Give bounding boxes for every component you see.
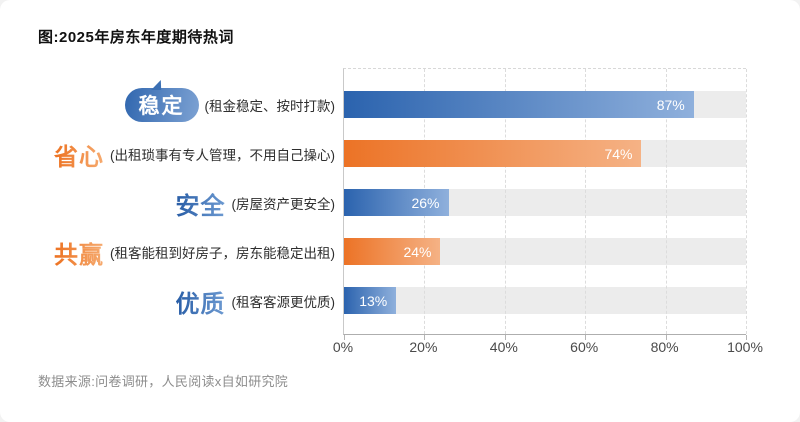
plot-area: 87% 74% 26% 24% 13% — [343, 68, 747, 340]
bar-value-label: 87% — [656, 96, 685, 113]
x-tick-label: 100% — [727, 339, 763, 355]
bar-row-youzhi: 13% — [344, 287, 746, 314]
bar-wending: 87% — [344, 91, 694, 118]
axis-tick-40 — [504, 335, 506, 340]
bar-track — [344, 287, 746, 314]
bar-value-label: 13% — [359, 292, 388, 309]
bar-value-label: 26% — [411, 194, 440, 211]
bar-row-anquan: 26% — [344, 189, 746, 216]
axis-tick-100 — [746, 335, 747, 340]
data-source-note: 数据来源:问卷调研，人民阅读x自如研究院 — [38, 374, 289, 389]
keyword-text: 稳定 — [138, 95, 185, 118]
bar-value-label: 74% — [604, 145, 633, 162]
bar-value-label: 24% — [403, 243, 432, 260]
bar-row-wending: 87% — [344, 91, 746, 118]
x-tick-label: 20% — [409, 339, 438, 355]
gridline-40 — [504, 69, 506, 334]
keyword-description: (租客能租到好房子，房东能稳定出租) — [110, 246, 335, 261]
bar-row-shengxin: 74% — [344, 140, 746, 167]
bar-anquan: 26% — [344, 189, 449, 216]
bar-youzhi: 13% — [344, 287, 397, 314]
category-label-wending: 稳定 (租金稳定、按时打款) — [38, 86, 335, 124]
gridline-60 — [585, 69, 587, 334]
chart-title: 图:2025年房东年度期待热词 — [38, 29, 234, 46]
keyword-description: (租金稳定、按时打款) — [204, 99, 336, 114]
gridline-100 — [746, 69, 747, 334]
axis-tick-20 — [424, 335, 426, 340]
keyword-text: 省心 — [54, 137, 104, 172]
category-label-gongying: 共赢 (租客能租到好房子，房东能稳定出租) — [38, 233, 335, 271]
x-tick-label: 80% — [650, 339, 679, 355]
keyword-description: (出租琐事有专人管理，不用自己操心) — [110, 148, 335, 163]
keyword-text: 安全 — [176, 186, 226, 221]
category-label-shengxin: 省心 (出租琐事有专人管理，不用自己操心) — [38, 135, 335, 173]
keyword-text: 优质 — [176, 284, 226, 319]
keyword-description: (租客客源更优质) — [231, 295, 336, 310]
bar-row-gongying: 24% — [344, 238, 746, 265]
keyword-text: 共赢 — [54, 235, 104, 270]
category-label-anquan: 安全 (房屋资产更安全) — [38, 184, 336, 222]
axis-tick-80 — [665, 335, 667, 340]
gridline-80 — [665, 69, 667, 334]
axis-tick-60 — [585, 335, 587, 340]
x-axis: 0% 20% 40% 60% 80% 100% — [333, 339, 763, 355]
keyword-description: (房屋资产更安全) — [231, 197, 336, 212]
x-tick-label: 0% — [332, 339, 354, 355]
category-label-youzhi: 优质 (租客客源更优质) — [38, 282, 336, 320]
x-tick-label: 60% — [570, 339, 599, 355]
highlight-bubble: 稳定 — [124, 88, 199, 122]
bar-gongying: 24% — [344, 238, 441, 265]
axis-tick-0 — [344, 335, 345, 340]
bar-shengxin: 74% — [344, 140, 642, 167]
x-tick-label: 40% — [489, 339, 518, 355]
